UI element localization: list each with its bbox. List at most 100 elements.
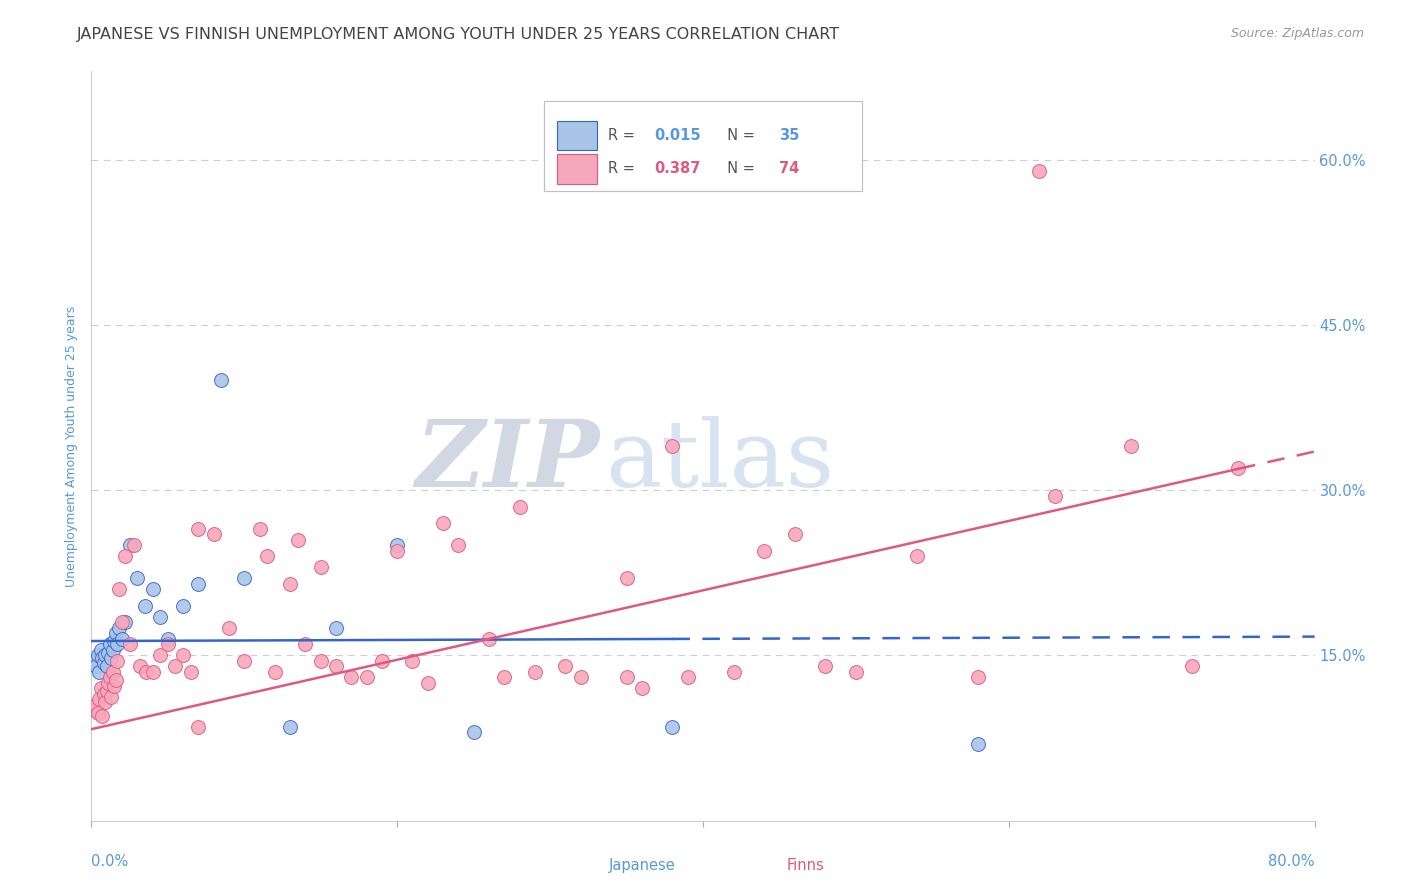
Point — [385, 543, 409, 558]
Point — [94, 648, 117, 663]
Point — [256, 549, 278, 564]
Point — [187, 720, 209, 734]
Point — [447, 538, 470, 552]
Point — [129, 659, 152, 673]
Point — [494, 670, 516, 684]
Point — [478, 632, 501, 646]
Point — [967, 670, 990, 684]
Point — [101, 665, 124, 679]
Point — [83, 654, 105, 668]
Point — [180, 665, 202, 679]
Point — [86, 648, 108, 663]
Point — [97, 676, 120, 690]
Point — [87, 665, 110, 679]
Point — [287, 533, 309, 547]
Text: 80.0%: 80.0% — [1268, 855, 1315, 870]
Point — [676, 670, 699, 684]
Text: 74: 74 — [779, 161, 799, 177]
Point — [86, 706, 108, 720]
Point — [94, 695, 117, 709]
Text: JAPANESE VS FINNISH UNEMPLOYMENT AMONG YOUTH UNDER 25 YEARS CORRELATION CHART: JAPANESE VS FINNISH UNEMPLOYMENT AMONG Y… — [77, 27, 841, 42]
Point — [754, 543, 776, 558]
Point — [187, 576, 209, 591]
Point — [93, 687, 115, 701]
Point — [325, 621, 347, 635]
Point — [209, 373, 232, 387]
Point — [165, 659, 187, 673]
Point — [294, 637, 316, 651]
Point — [1028, 163, 1050, 178]
Point — [156, 637, 179, 651]
Point — [96, 659, 118, 673]
Point — [114, 615, 136, 630]
Point — [631, 681, 654, 696]
Point — [845, 665, 868, 679]
Point — [616, 571, 638, 585]
Text: 0.387: 0.387 — [654, 161, 700, 177]
Point — [356, 670, 378, 684]
Point — [172, 599, 194, 613]
Point — [108, 582, 131, 597]
Text: N =: N = — [717, 128, 759, 143]
Text: atlas: atlas — [605, 416, 834, 506]
Point — [84, 659, 107, 673]
Point — [309, 654, 332, 668]
Point — [187, 522, 209, 536]
Point — [233, 571, 256, 585]
Point — [149, 609, 172, 624]
Point — [814, 659, 837, 673]
Text: 0.0%: 0.0% — [91, 855, 128, 870]
Point — [96, 683, 118, 698]
FancyBboxPatch shape — [745, 855, 778, 876]
Point — [385, 538, 409, 552]
Point — [98, 637, 121, 651]
Point — [98, 670, 121, 684]
Text: Source: ZipAtlas.com: Source: ZipAtlas.com — [1230, 27, 1364, 40]
Point — [84, 698, 107, 712]
Point — [783, 527, 806, 541]
Point — [93, 656, 115, 670]
Point — [97, 646, 120, 660]
Point — [278, 720, 301, 734]
Point — [118, 538, 141, 552]
Point — [325, 659, 347, 673]
Text: 0.015: 0.015 — [654, 128, 700, 143]
Point — [401, 654, 423, 668]
Text: R =: R = — [607, 161, 640, 177]
Point — [104, 626, 127, 640]
Point — [202, 527, 225, 541]
Point — [1181, 659, 1204, 673]
Point — [309, 560, 332, 574]
Point — [105, 637, 128, 651]
Text: Finns: Finns — [786, 858, 824, 873]
Point — [108, 621, 131, 635]
Point — [278, 576, 301, 591]
Text: ZIP: ZIP — [415, 416, 599, 506]
Point — [1227, 461, 1250, 475]
Point — [149, 648, 172, 663]
Point — [463, 725, 485, 739]
Point — [135, 665, 157, 679]
Point — [1043, 489, 1066, 503]
Point — [100, 690, 122, 705]
Point — [416, 676, 439, 690]
Point — [90, 681, 112, 696]
Point — [87, 692, 110, 706]
Point — [127, 571, 149, 585]
Point — [233, 654, 256, 668]
Point — [91, 650, 114, 665]
Point — [122, 538, 145, 552]
Point — [111, 632, 134, 646]
Point — [103, 679, 125, 693]
Point — [83, 703, 105, 717]
Point — [616, 670, 638, 684]
Point — [91, 709, 114, 723]
Point — [100, 650, 122, 665]
Point — [371, 654, 394, 668]
Point — [523, 665, 546, 679]
Point — [967, 737, 990, 751]
Point — [118, 637, 141, 651]
Point — [218, 621, 240, 635]
Point — [1121, 439, 1143, 453]
FancyBboxPatch shape — [557, 153, 596, 184]
